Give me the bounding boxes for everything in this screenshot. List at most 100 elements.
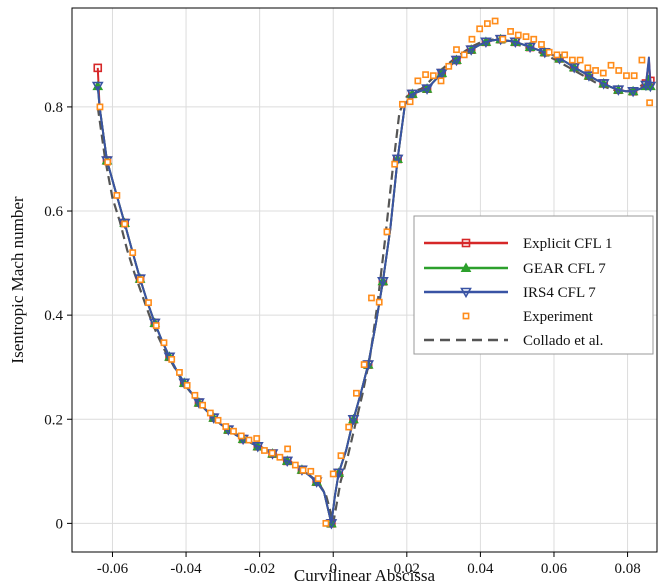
legend-box bbox=[413, 215, 654, 355]
experiment-point bbox=[222, 423, 230, 430]
series-point bbox=[465, 45, 478, 56]
experiment-point bbox=[646, 99, 654, 107]
experiment-point bbox=[615, 67, 623, 74]
x-tick-label: -0.04 bbox=[170, 561, 202, 577]
experiment-point bbox=[183, 382, 191, 389]
experiment-point bbox=[530, 35, 538, 43]
experiment-point bbox=[314, 475, 322, 482]
y-tick-label: 0.2 bbox=[44, 412, 63, 428]
experiment-point bbox=[276, 453, 284, 461]
experiment-point bbox=[453, 46, 460, 54]
series-point bbox=[450, 55, 463, 67]
experiment-point bbox=[514, 31, 522, 39]
experiment-point bbox=[406, 98, 414, 106]
series-point bbox=[347, 414, 360, 426]
experiment-point bbox=[152, 322, 160, 329]
experiment-point bbox=[576, 56, 584, 64]
y-axis-title: Isentropic Mach number bbox=[8, 196, 27, 363]
experiment-point bbox=[176, 369, 183, 376]
experiment-point bbox=[522, 33, 530, 41]
series-layer bbox=[91, 17, 657, 530]
legend-label: Explicit CFL 1 bbox=[523, 236, 612, 252]
experiment-point bbox=[553, 51, 561, 59]
experiment-point bbox=[630, 72, 638, 80]
series-point bbox=[91, 81, 104, 93]
experiment-point bbox=[429, 72, 437, 80]
series-point bbox=[435, 68, 448, 80]
x-tick-label: 0.08 bbox=[614, 561, 640, 577]
series-point bbox=[251, 442, 264, 453]
experiment-point bbox=[230, 427, 237, 435]
experiment-point bbox=[561, 51, 569, 59]
experiment-point bbox=[237, 432, 245, 440]
experiment-point bbox=[168, 355, 176, 363]
legend-marker bbox=[460, 287, 472, 299]
experiment-point bbox=[329, 470, 337, 478]
experiment-point bbox=[499, 35, 507, 43]
series-point bbox=[568, 63, 581, 74]
experiment-point bbox=[206, 409, 214, 417]
series-point bbox=[281, 456, 294, 468]
series-point bbox=[583, 71, 595, 82]
experiment-point bbox=[137, 276, 144, 284]
experiment-point bbox=[337, 452, 345, 460]
experiment-point bbox=[345, 423, 353, 431]
experiment-point bbox=[599, 69, 607, 77]
experiment-point bbox=[538, 41, 545, 48]
experiment-point bbox=[383, 228, 391, 236]
experiment-point bbox=[307, 467, 315, 475]
x-tick-label: -0.06 bbox=[97, 561, 129, 577]
series-point bbox=[377, 277, 389, 288]
series-point bbox=[524, 42, 536, 54]
x-tick-label: 0 bbox=[329, 561, 337, 577]
experiment-point bbox=[113, 192, 121, 199]
series-point bbox=[480, 37, 492, 48]
legend-marker bbox=[461, 238, 471, 248]
experiment-point bbox=[414, 77, 422, 85]
experiment-point bbox=[584, 64, 592, 72]
x-axis-title: Curvilinear Abscissa bbox=[294, 566, 436, 585]
experiment-point bbox=[638, 56, 646, 64]
experiment-point bbox=[145, 299, 152, 307]
series-point bbox=[93, 63, 103, 73]
experiment-point bbox=[491, 17, 499, 25]
experiment-point bbox=[245, 436, 253, 444]
series-point bbox=[421, 84, 433, 95]
experiment-point bbox=[268, 449, 276, 457]
experiment-point bbox=[545, 48, 553, 56]
series-point bbox=[627, 86, 639, 98]
experiment-point bbox=[284, 445, 292, 453]
legend-marker bbox=[462, 312, 470, 320]
series-point bbox=[644, 81, 657, 93]
x-tick-label: -0.02 bbox=[244, 561, 275, 577]
experiment-point bbox=[476, 25, 484, 33]
experiment-point bbox=[422, 71, 429, 79]
series-point bbox=[612, 85, 625, 96]
plot-frame bbox=[71, 7, 658, 553]
x-tick-label: 0.04 bbox=[467, 561, 494, 577]
experiment-point bbox=[129, 249, 137, 257]
experiment-point bbox=[261, 447, 268, 454]
legend: Explicit CFL 1 GEAR CFL 7 IRS4 CFL 7 Experi… bbox=[413, 215, 654, 355]
experiment-point bbox=[191, 391, 199, 399]
series-point bbox=[406, 89, 419, 101]
x-tick-label: 0.02 bbox=[394, 561, 420, 577]
experiment-point bbox=[253, 435, 261, 442]
series-3 bbox=[96, 17, 654, 527]
series-point bbox=[597, 79, 610, 90]
experiment-point bbox=[199, 401, 207, 409]
experiment-point bbox=[299, 466, 307, 474]
legend-marker bbox=[460, 262, 472, 272]
legend-label: Collado et al. bbox=[523, 333, 603, 349]
experiment-point bbox=[607, 61, 615, 69]
experiment-point bbox=[160, 339, 168, 347]
experiment-point bbox=[96, 103, 104, 111]
experiment-point bbox=[353, 389, 360, 397]
y-tick-label: 0.6 bbox=[44, 204, 63, 220]
experiment-point bbox=[460, 51, 468, 59]
legend-label: GEAR CFL 7 bbox=[523, 261, 606, 277]
experiment-point bbox=[104, 158, 112, 166]
x-tick-label: 0.06 bbox=[541, 561, 568, 577]
series-point bbox=[391, 154, 404, 166]
